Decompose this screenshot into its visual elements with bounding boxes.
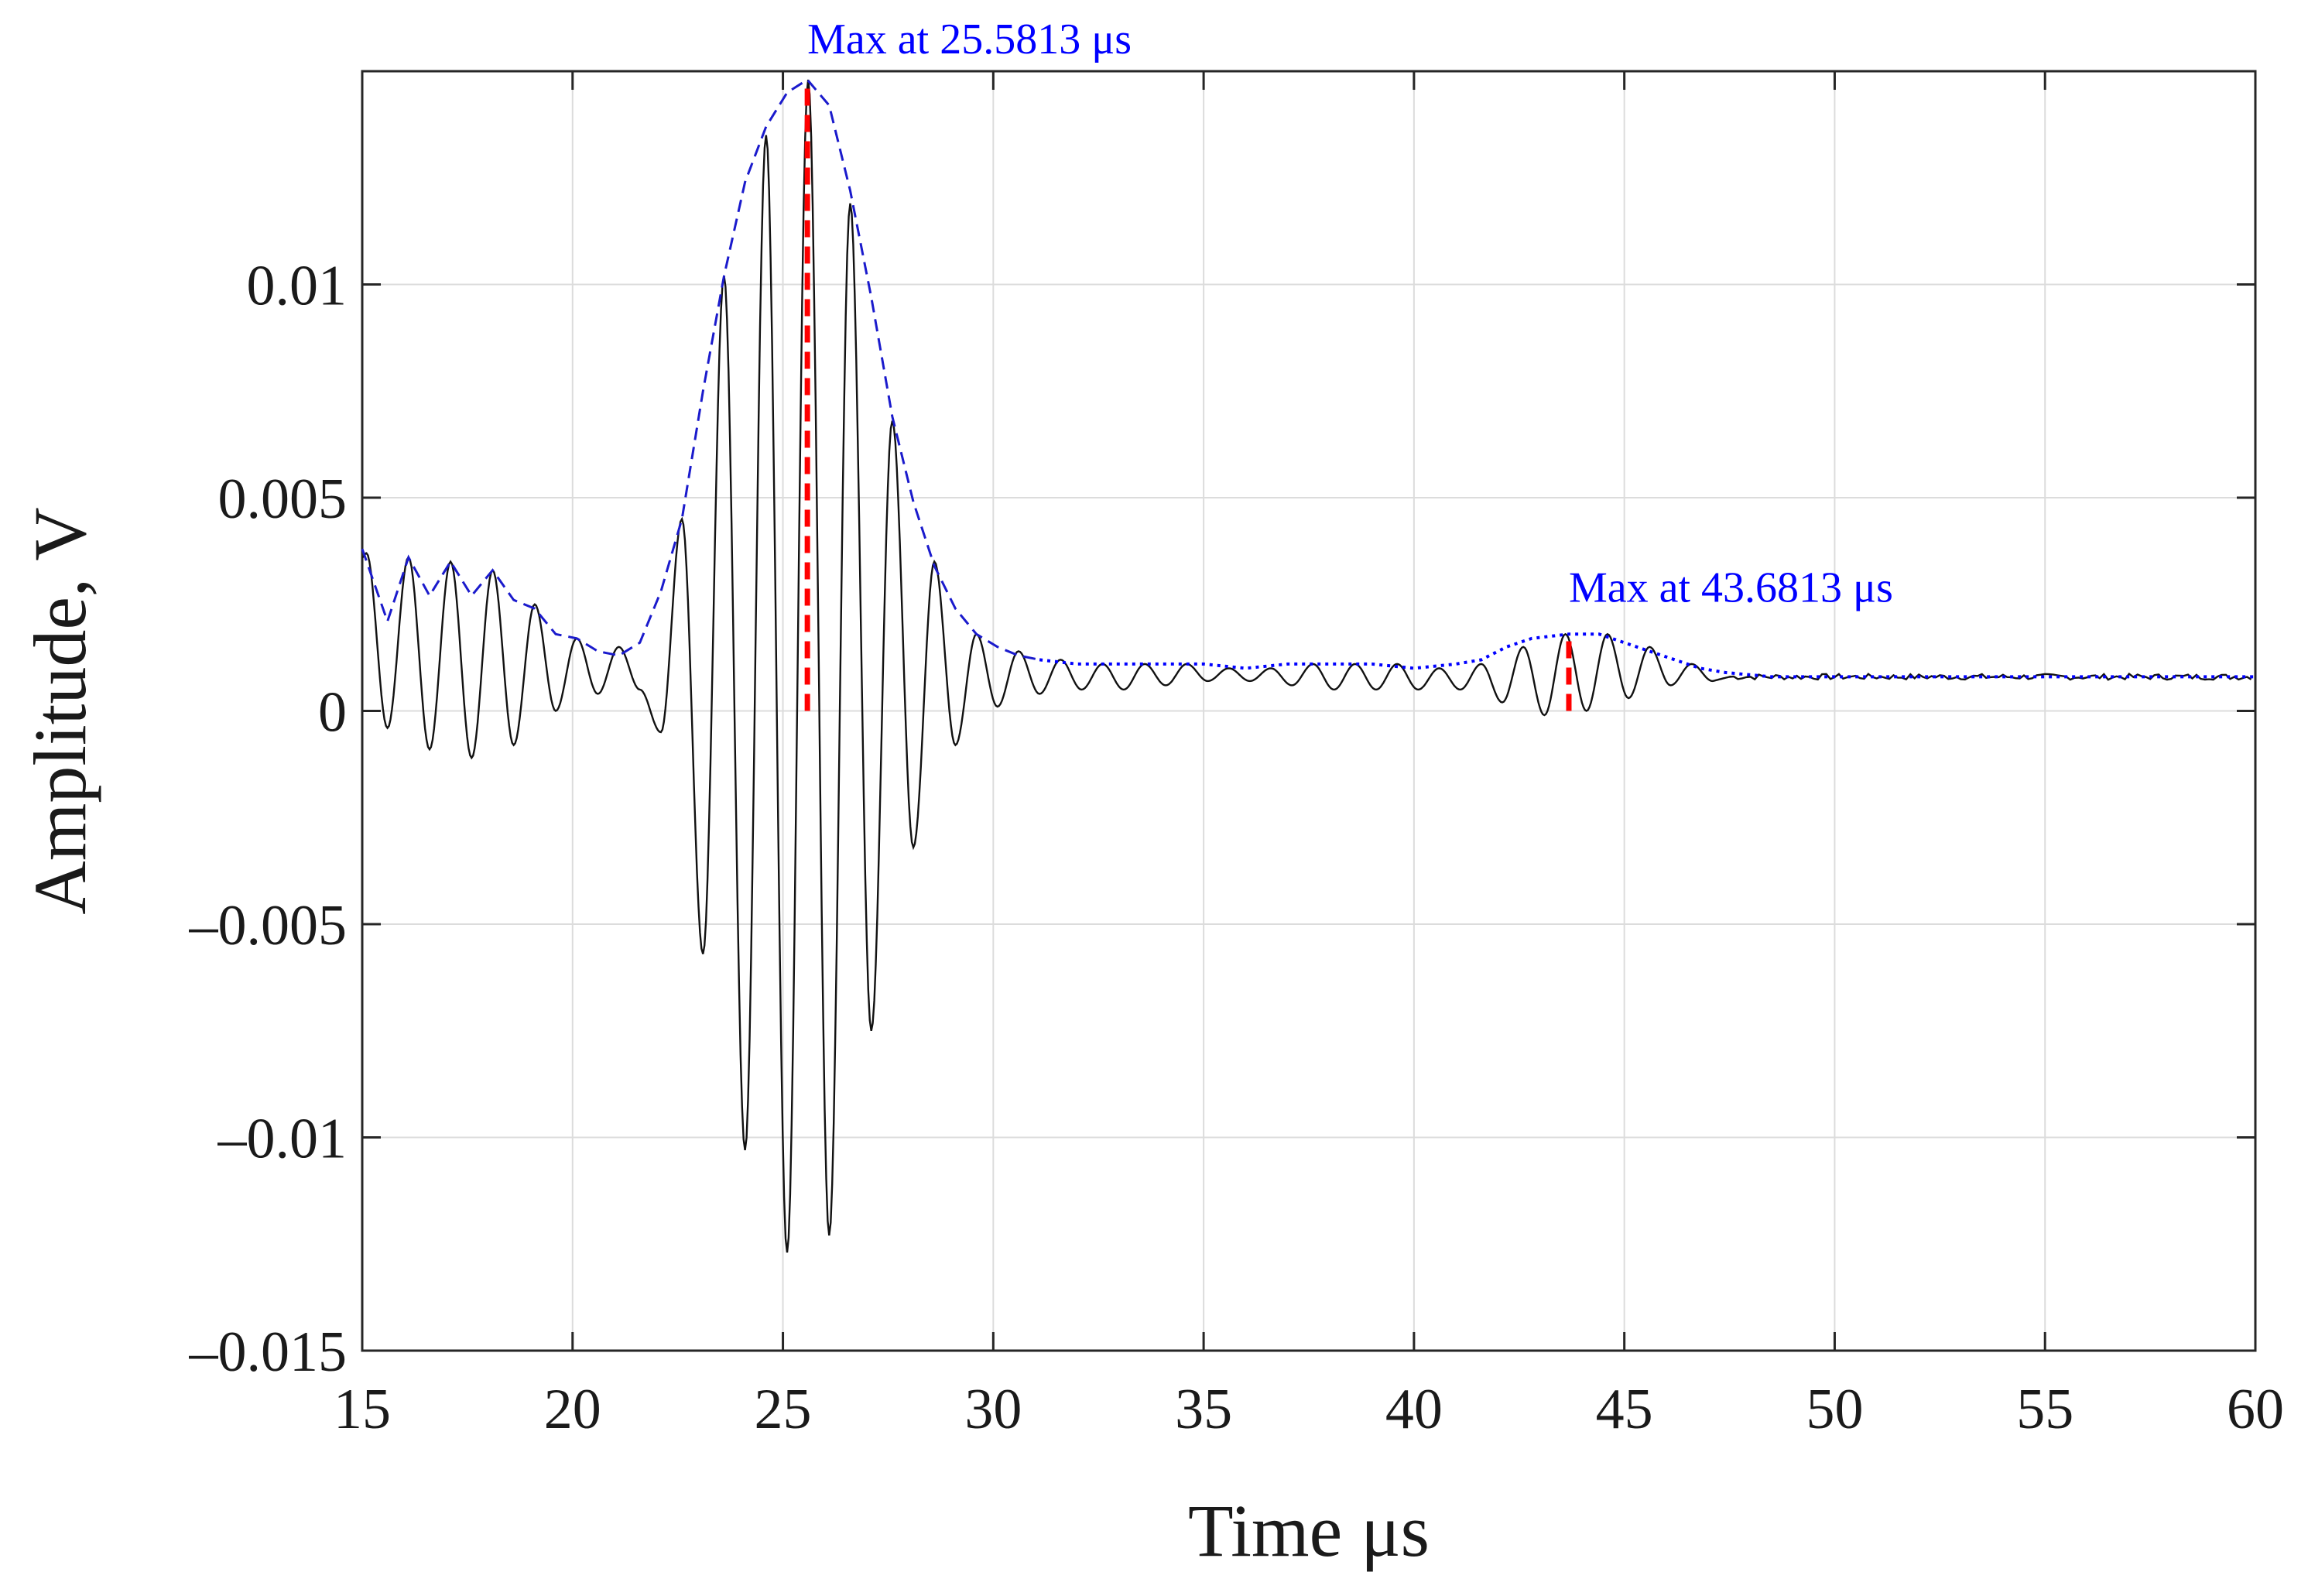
x-tick-label: 55 — [2016, 1378, 2073, 1441]
y-tick-label: –0.015 — [189, 1320, 348, 1384]
chart: 15 20 25 30 35 40 45 50 55 60 0.01 0.005 0 –0.005 –0.0… — [0, 0, 2308, 1596]
envelope-line-1 — [362, 80, 1039, 659]
tick-labels: 15 20 25 30 35 40 45 50 55 60 0.01 0.005 0 –0.005 –0.0… — [189, 255, 2285, 1442]
grid — [362, 71, 2255, 1351]
x-tick-label: 60 — [2227, 1378, 2284, 1441]
annotation-group: Max at 25.5813 μs Max at 43.6813 μs — [807, 15, 1893, 611]
x-tick-label: 15 — [334, 1378, 391, 1441]
x-axis-label: Time μs — [1188, 1489, 1430, 1572]
marker-group — [807, 80, 1569, 711]
series-group — [362, 80, 2255, 1252]
x-tick-label: 50 — [1806, 1378, 1863, 1441]
y-tick-label: 0.005 — [218, 467, 348, 531]
y-tick-label: 0 — [318, 681, 347, 745]
max-annotation-1: Max at 25.5813 μs — [807, 15, 1132, 63]
x-tick-label: 45 — [1596, 1378, 1653, 1441]
y-axis-label: Amplitude, V — [19, 507, 101, 914]
x-tick-label: 35 — [1175, 1378, 1232, 1441]
y-tick-label: –0.005 — [189, 894, 348, 957]
signal-line — [362, 80, 2251, 1252]
y-tick-label: –0.01 — [217, 1108, 348, 1171]
max-annotation-2: Max at 43.6813 μs — [1569, 563, 1893, 611]
x-tick-label: 25 — [755, 1378, 812, 1441]
x-tick-label: 20 — [544, 1378, 601, 1441]
x-tick-label: 30 — [964, 1378, 1022, 1441]
x-tick-label: 40 — [1385, 1378, 1443, 1441]
y-tick-label: 0.01 — [247, 255, 348, 318]
